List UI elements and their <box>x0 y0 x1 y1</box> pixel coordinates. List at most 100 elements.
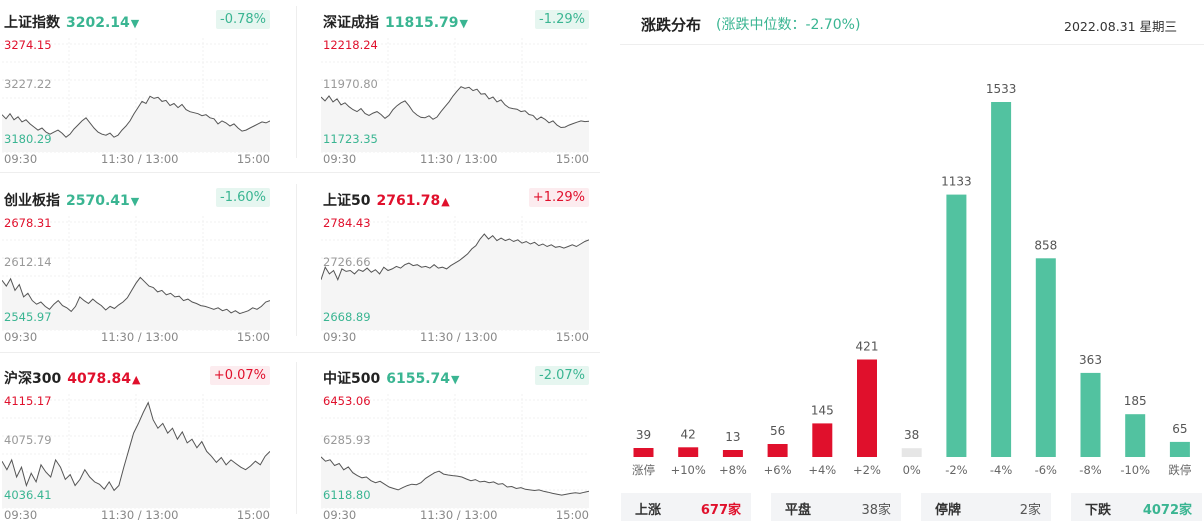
price-area <box>2 402 270 508</box>
bar-5[interactable] <box>857 359 877 458</box>
index-name: 沪深300 <box>4 371 62 387</box>
arrow-down-icon: ▼ <box>130 17 140 30</box>
time-label-close: 15:00 <box>555 508 589 522</box>
index-title: 上证指数 3202.14▼ <box>4 12 139 32</box>
index-panel-1[interactable]: 深证成指 11815.79▼ -1.29% 12218.24 11970.80 11723… <box>321 4 589 174</box>
bar-value-label: 56 <box>770 424 785 438</box>
index-panel-2[interactable]: 创业板指 2570.41▼ -1.60% 2678.31 2612.14 2545.97 0… <box>2 182 270 352</box>
bar-2[interactable] <box>722 450 743 457</box>
column-divider <box>296 6 297 158</box>
bar-11[interactable] <box>1125 414 1146 457</box>
time-label-open: 09:30 <box>4 508 38 522</box>
bar-value-label: 858 <box>1034 238 1057 252</box>
bar-1[interactable] <box>678 447 699 457</box>
bar-value-label: 38 <box>904 428 919 442</box>
price-area <box>2 96 270 152</box>
axis-min-label: 2668.89 <box>323 310 371 324</box>
bar-category-label: 跌停 <box>1168 463 1191 477</box>
time-label-close: 15:00 <box>236 152 270 166</box>
stat-flat-value: 38家 <box>861 503 891 518</box>
time-label-close: 15:00 <box>555 330 589 344</box>
price-line <box>321 233 589 281</box>
index-header: 上证50 2761.78▲ +1.29% <box>321 182 589 210</box>
time-label-close: 15:00 <box>555 152 589 166</box>
time-label-open: 09:30 <box>323 508 357 522</box>
bar-value-label: 185 <box>1124 394 1147 408</box>
arrow-down-icon: ▼ <box>130 195 140 208</box>
index-panel-3[interactable]: 上证50 2761.78▲ +1.29% 2784.43 2726.66 2668.89 0… <box>321 182 589 352</box>
index-value: 3202.14 <box>66 15 130 31</box>
distribution-title: 涨跌分布 <box>641 16 702 34</box>
index-value: 4078.84 <box>67 371 131 387</box>
arrow-down-icon: ▼ <box>451 373 460 386</box>
stat-rise-label: 上涨 <box>635 503 662 518</box>
stat-fall-label: 下跌 <box>1085 503 1112 518</box>
bar-8[interactable] <box>991 102 1012 457</box>
axis-mid-label: 2612.14 <box>4 255 52 269</box>
bar-3[interactable] <box>767 444 788 457</box>
bar-category-label: +4% <box>808 463 836 477</box>
bar-category-label: -2% <box>945 463 967 477</box>
bar-category-label: 0% <box>903 463 921 477</box>
bar-category-label: -6% <box>1035 463 1057 477</box>
bar-value-label: 65 <box>1172 422 1187 436</box>
bar-category-label: -4% <box>990 463 1012 477</box>
index-header: 创业板指 2570.41▼ -1.60% <box>2 182 270 209</box>
index-title: 深证成指 11815.79▼ <box>323 12 468 32</box>
axis-mid-label: 3227.22 <box>4 77 52 91</box>
axis-max-label: 6453.06 <box>323 394 371 408</box>
index-change-badge: +0.07% <box>209 366 270 385</box>
bar-0[interactable] <box>633 448 654 457</box>
time-label-mid: 11:30 / 13:00 <box>101 330 179 344</box>
stat-suspended-value: 2家 <box>1019 503 1041 518</box>
axis-max-label: 12218.24 <box>323 38 378 52</box>
index-value: 2761.78 <box>376 193 441 209</box>
stat-rise[interactable]: 上涨 677家 <box>621 493 751 521</box>
stat-suspended[interactable]: 停牌 2家 <box>921 493 1051 521</box>
axis-max-label: 3274.15 <box>4 38 52 52</box>
bar-7[interactable] <box>946 194 967 457</box>
distribution-bar-chart: 39 涨停 42 +10% 13 +8% 56 +6% 145 +4% 421 +2% 38 0% 1133… <box>632 82 1191 477</box>
arrow-down-icon: ▼ <box>459 17 468 30</box>
bar-9[interactable] <box>1035 258 1056 457</box>
index-panel-4[interactable]: 沪深300 4078.84▲ +0.07% 4115.17 4075.79 4036.41… <box>2 360 270 524</box>
bar-value-label: 421 <box>856 340 879 354</box>
row-divider <box>0 352 600 353</box>
index-panel-5[interactable]: 中证500 6155.74▼ -2.07% 6453.06 6285.93 6118.80… <box>321 360 589 524</box>
bar-category-label: +8% <box>719 463 747 477</box>
stat-fall[interactable]: 下跌 4072家 <box>1071 493 1202 521</box>
bar-12[interactable] <box>1169 441 1190 457</box>
stat-flat[interactable]: 平盘 38家 <box>771 493 901 521</box>
axis-max-label: 4115.17 <box>4 394 52 408</box>
median-change: (涨跌中位数：-2.70%) <box>716 17 861 33</box>
column-divider <box>296 362 297 514</box>
bar-value-label: 42 <box>681 427 696 441</box>
bar-4[interactable] <box>812 423 833 457</box>
index-name: 上证指数 <box>4 15 60 31</box>
price-area <box>321 234 589 330</box>
row-divider <box>0 172 600 173</box>
bar-6[interactable] <box>901 448 922 457</box>
arrow-up-icon: ▲ <box>132 373 141 386</box>
axis-mid-label: 11970.80 <box>323 77 378 91</box>
bar-10[interactable] <box>1080 372 1101 457</box>
price-line <box>2 276 270 315</box>
time-label-mid: 11:30 / 13:00 <box>420 330 498 344</box>
time-label-mid: 11:30 / 13:00 <box>101 152 179 166</box>
time-label-close: 15:00 <box>236 330 270 344</box>
time-label-open: 09:30 <box>4 152 38 166</box>
time-label-close: 15:00 <box>236 508 270 522</box>
intraday-line-chart <box>2 38 270 153</box>
index-title: 上证50 2761.78▲ <box>323 190 450 210</box>
index-change-badge: -0.78% <box>216 10 270 29</box>
axis-min-label: 11723.35 <box>323 132 378 146</box>
index-panel-0[interactable]: 上证指数 3202.14▼ -0.78% 3274.15 3227.22 3180.29 0… <box>2 4 270 174</box>
stat-suspended-label: 停牌 <box>935 503 962 518</box>
price-area <box>321 456 589 508</box>
axis-max-label: 2784.43 <box>323 216 371 230</box>
axis-min-label: 6118.80 <box>323 488 371 502</box>
index-change-badge: -1.29% <box>535 10 589 29</box>
index-value: 6155.74 <box>386 371 450 387</box>
time-label-mid: 11:30 / 13:00 <box>101 508 179 522</box>
index-name: 深证成指 <box>323 15 379 31</box>
